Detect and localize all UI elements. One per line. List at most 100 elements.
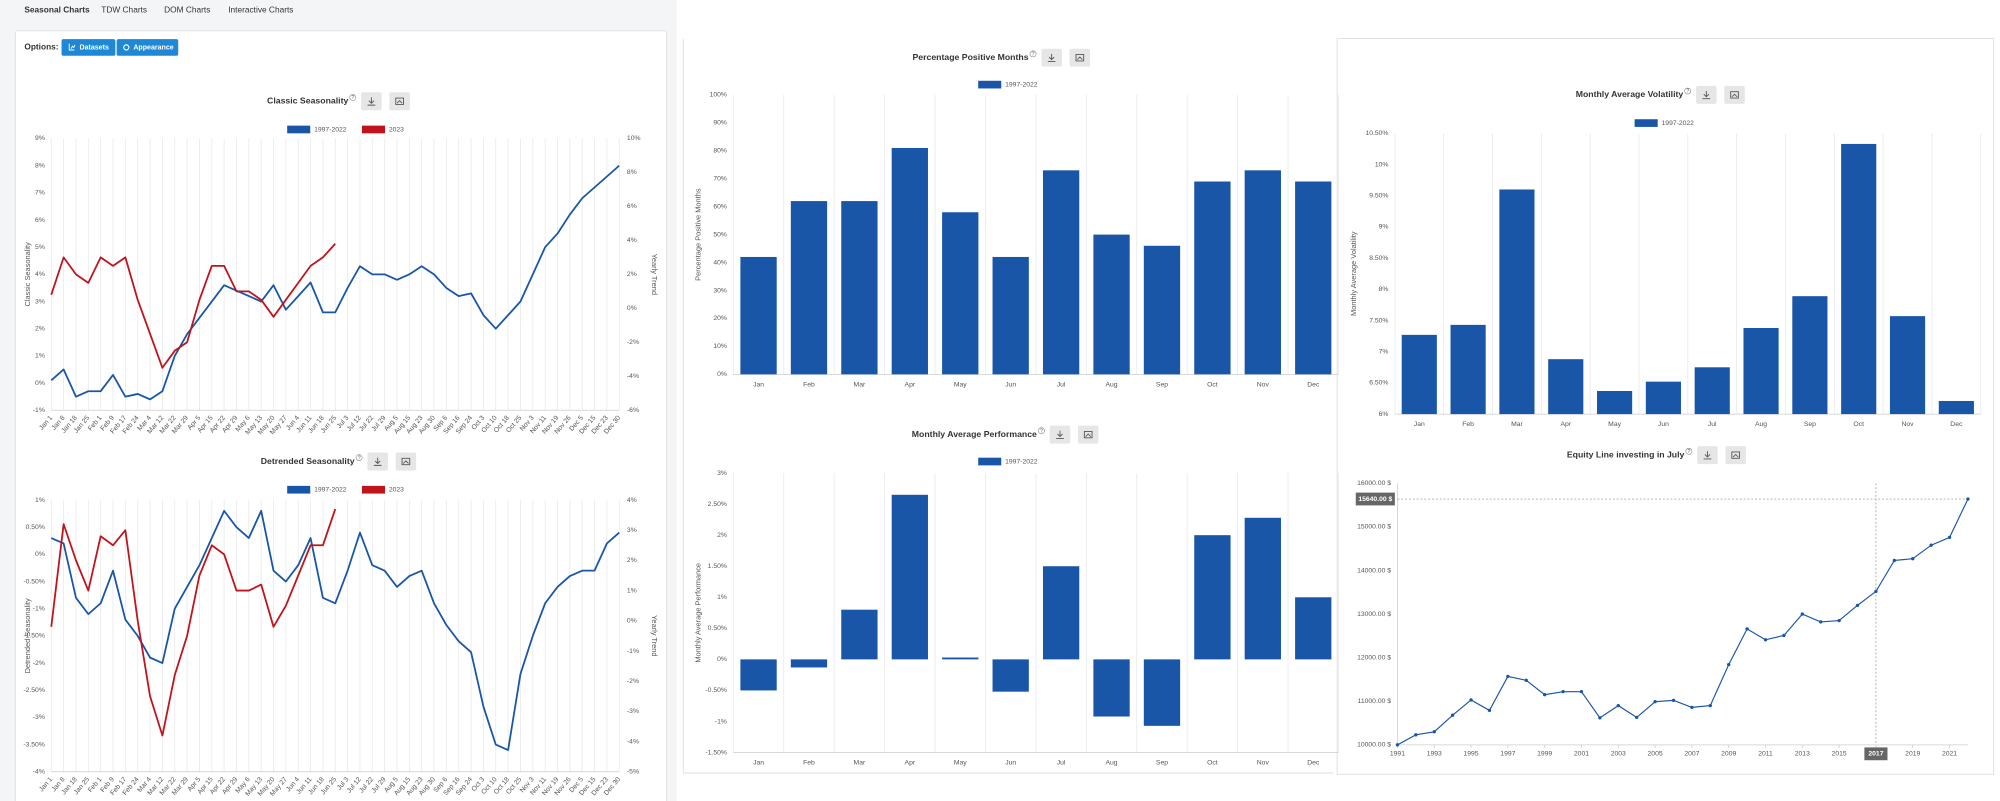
bar [1093,234,1130,375]
button-label[interactable]: Datasets [79,44,108,51]
y-tick-label: 10.50% [1365,130,1388,137]
x-tick-label: 2015 [1832,751,1847,758]
y-tick-label: 2% [35,326,45,333]
bar [1143,659,1181,726]
y-tick-label: 0% [717,371,727,378]
help-icon: ? [1032,52,1035,58]
datasets-button[interactable] [61,39,116,56]
tab[interactable]: Seasonal Charts [24,4,90,14]
appearance-button[interactable] [116,39,179,56]
left-panel [14,30,668,801]
equity-point [1929,543,1933,547]
y-tick-label: -3% [33,714,45,721]
crosshair-y-label-bg [1355,492,1395,506]
help-icon: ? [1040,428,1043,434]
chart-title: Monthly Average Performance [912,429,1037,439]
equity-point [1855,603,1860,608]
y-tick-label: 50% [713,231,727,238]
x-tick-label: Jun [1005,381,1016,388]
y-axis-title: Monthly Average Performance [694,563,703,663]
y2-tick-label: 2% [627,271,637,278]
tab[interactable]: Interactive Charts [228,4,293,14]
x-tick-label: Dec [1307,760,1320,767]
equity-point [1561,690,1565,694]
series-line [50,164,620,401]
crosshair-y-label: 15640.00 $ [1358,496,1392,503]
legend-label: 2023 [389,487,404,494]
help-icon [355,454,363,462]
x-tick-label: Jun [1658,421,1669,428]
y-tick-label: 0% [35,380,45,387]
equity-point [1819,620,1823,624]
view-button[interactable] [1724,85,1745,104]
equity-point [1837,618,1841,623]
x-tick-label: 1991 [1390,751,1405,758]
x-tick-label: 1997 [1500,751,1515,758]
tab[interactable]: DOM Charts [164,4,210,14]
x-tick-label: Sep [1156,760,1168,767]
bar [891,494,928,660]
help-icon [1038,427,1045,435]
legend-label: 1997-2022 [1005,458,1038,465]
equity-point [1745,627,1749,631]
y-tick-label: 6% [35,217,45,224]
tab[interactable]: TDW Charts [101,4,147,14]
x-tick-label: 1993 [1427,751,1442,758]
equity-point [1542,693,1547,697]
bar [1244,170,1281,375]
legend-label: 1997-2022 [314,487,347,494]
view-button[interactable] [389,92,410,111]
x-tick-label: Mar [1511,421,1523,428]
y2-tick-label: -6% [627,407,639,414]
help-icon [1684,87,1692,95]
y-tick-label: 6.50% [1369,380,1388,387]
bar [790,659,828,668]
legend-swatch [978,80,1002,89]
x-tick-label: 2005 [1648,751,1663,758]
y-tick-label: 1% [35,497,45,504]
view-button[interactable] [395,452,417,471]
chart-title: Monthly Average Volatility [1576,89,1684,99]
help-icon: ? [1687,449,1690,455]
x-tick-label: Jul [1708,421,1717,428]
view-button[interactable] [1069,48,1091,67]
y-tick-label: -2% [33,660,45,667]
y-tick-label: -1.50% [23,633,45,640]
y2-tick-label: -2% [627,339,639,346]
y-tick-label: 8% [1379,286,1389,293]
bar [942,657,979,660]
x-tick-label: Feb [803,381,815,388]
equity-point [1450,713,1455,717]
view-button[interactable] [1725,446,1746,465]
download-icon [1056,430,1064,439]
bar [942,212,979,375]
x-tick-label: 2021 [1942,751,1957,758]
series-line [50,243,336,369]
y-tick-label: 9% [1379,224,1389,231]
y-tick-label: 9.50% [1369,193,1388,200]
equity-point [1487,708,1492,713]
equity-point [1469,698,1473,702]
button-label[interactable]: Appearance [133,44,173,51]
equity-point [1524,678,1528,683]
y2-tick-label: 1% [627,587,637,594]
bar [1194,535,1231,660]
x-tick-label: 1999 [1537,751,1552,758]
chart-title: Percentage Positive Months [912,52,1028,62]
y-tick-label: 30% [713,287,727,294]
x-tick-label: Nov [1902,421,1915,428]
y-tick-label: 10% [1375,161,1389,168]
bar [740,659,777,691]
y-tick-label: 1% [717,594,727,601]
bar [1743,327,1779,415]
image-icon [401,457,411,466]
x-tick-label: Jul [1057,760,1066,767]
crosshair-x-label-bg [1864,747,1888,761]
view-button[interactable] [1077,425,1099,444]
right-panel [1336,37,1995,775]
x-tick-label: May [954,381,967,388]
y2-tick-label: 8% [627,169,637,176]
x-tick-label: Oct [1853,421,1864,428]
y-tick-label: -2.50% [23,687,45,694]
